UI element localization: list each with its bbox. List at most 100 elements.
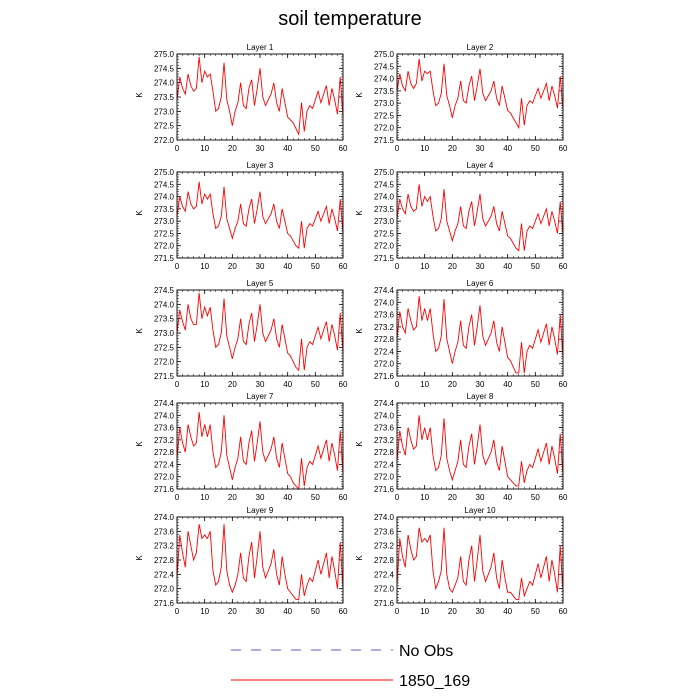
figure-title: soil temperature: [278, 8, 422, 30]
y-tick-label: 273.0: [154, 329, 175, 338]
x-tick-label: 50: [531, 144, 540, 153]
y-axis-label: K: [135, 328, 144, 334]
y-tick-label: 274.0: [374, 298, 395, 307]
y-tick-label: 275.0: [374, 168, 395, 177]
x-tick-label: 0: [395, 144, 400, 153]
y-tick-label: 273.5: [374, 205, 395, 214]
panel-frame: [176, 289, 344, 377]
x-tick-label: 20: [448, 262, 457, 271]
panel-layer-8: Layer 8 K 0 10 20 30 40 50 60 271.6 272.0 272.4 272.…: [355, 392, 568, 502]
y-tick-label: 272.0: [154, 136, 175, 145]
x-tick-label: 10: [200, 607, 209, 616]
y-tick-label: 272.0: [154, 473, 175, 482]
x-tick-label: 40: [503, 380, 512, 389]
x-tick-label: 0: [175, 493, 180, 502]
x-tick-label: 60: [339, 262, 348, 271]
series-line-1850_169: [396, 527, 564, 600]
y-tick-label: 274.0: [154, 513, 175, 522]
y-tick-label: 273.5: [154, 93, 175, 102]
y-axis-label: K: [355, 210, 364, 216]
y-axis-label: K: [135, 210, 144, 216]
x-tick-label: 50: [531, 493, 540, 502]
series-line-1850_169: [176, 524, 344, 600]
y-tick-label: 273.6: [374, 424, 395, 433]
panel-layer-7: Layer 7 K 0 10 20 30 40 50 60 271.6 272.0 272.4 272.…: [135, 392, 348, 502]
y-tick-label: 271.6: [374, 372, 395, 381]
y-tick-label: 272.8: [154, 448, 175, 457]
x-tick-label: 20: [448, 493, 457, 502]
x-tick-label: 60: [339, 144, 348, 153]
y-tick-label: 274.5: [374, 62, 395, 71]
y-tick-label: 273.6: [154, 424, 175, 433]
series-line-1850_169: [176, 412, 344, 491]
y-tick-label: 272.0: [374, 473, 395, 482]
y-tick-label: 271.6: [374, 485, 395, 494]
y-tick-label: 272.8: [374, 556, 395, 565]
x-tick-label: 60: [559, 607, 568, 616]
x-tick-label: 10: [200, 262, 209, 271]
x-tick-label: 20: [228, 607, 237, 616]
x-tick-label: 10: [420, 607, 429, 616]
y-tick-label: 271.5: [154, 254, 175, 263]
y-tick-label: 273.2: [154, 542, 175, 551]
y-tick-label: 274.0: [374, 411, 395, 420]
y-tick-label: 273.2: [154, 436, 175, 445]
x-tick-label: 30: [476, 493, 485, 502]
panel-title: Layer 2: [467, 43, 494, 52]
panel-layer-1: Layer 1 K 0 10 20 30 40 50 60 272.0 272.5 273.0 273.…: [135, 43, 348, 153]
y-axis-label: K: [135, 441, 144, 447]
y-tick-label: 274.4: [374, 399, 395, 408]
panel-frame: [176, 516, 344, 604]
y-tick-label: 275.0: [154, 168, 175, 177]
y-tick-label: 273.5: [154, 205, 175, 214]
series-line-1850_169: [396, 415, 564, 487]
x-tick-label: 0: [175, 607, 180, 616]
panel-title: Layer 4: [467, 161, 494, 170]
series-line-1850_169: [176, 181, 344, 250]
x-tick-label: 40: [283, 262, 292, 271]
y-tick-label: 272.5: [154, 229, 175, 238]
x-tick-label: 60: [559, 380, 568, 389]
y-tick-label: 271.5: [374, 254, 395, 263]
y-tick-label: 271.6: [154, 599, 175, 608]
y-tick-label: 271.6: [374, 599, 395, 608]
x-tick-label: 50: [531, 607, 540, 616]
panel-title: Layer 9: [247, 506, 274, 515]
series-line-1850_169: [396, 296, 564, 374]
x-tick-label: 0: [175, 262, 180, 271]
y-tick-label: 273.0: [374, 217, 395, 226]
x-tick-label: 10: [420, 493, 429, 502]
series-line-1850_169: [176, 292, 344, 372]
series-line-1850_169: [396, 58, 564, 130]
x-tick-label: 50: [311, 380, 320, 389]
x-tick-label: 60: [339, 380, 348, 389]
x-tick-label: 30: [476, 262, 485, 271]
x-tick-label: 30: [256, 144, 265, 153]
y-tick-label: 272.4: [154, 460, 175, 469]
y-tick-label: 273.5: [374, 87, 395, 96]
x-tick-label: 40: [283, 144, 292, 153]
x-tick-label: 60: [559, 262, 568, 271]
panel-layer-2: Layer 2 K 0 10 20 30 40 50 60 271.5 272.0 272.5 273.…: [355, 43, 568, 153]
x-tick-label: 50: [311, 262, 320, 271]
y-tick-label: 274.5: [374, 180, 395, 189]
series-line-1850_169: [176, 56, 344, 136]
legend: No Obs 1850_169: [231, 643, 470, 690]
panel-frame: [396, 402, 564, 490]
x-tick-label: 60: [559, 144, 568, 153]
y-tick-label: 274.0: [154, 300, 175, 309]
x-tick-label: 20: [448, 144, 457, 153]
x-tick-label: 30: [476, 144, 485, 153]
y-tick-label: 272.8: [154, 556, 175, 565]
x-tick-label: 40: [283, 380, 292, 389]
x-tick-label: 20: [228, 380, 237, 389]
y-tick-label: 273.2: [374, 323, 395, 332]
x-tick-label: 50: [531, 262, 540, 271]
panel-layer-9: Layer 9 K 0 10 20 30 40 50 60 271.6 272.0 272.4 272.…: [135, 506, 348, 616]
x-tick-label: 40: [503, 607, 512, 616]
y-tick-label: 272.0: [374, 585, 395, 594]
y-axis-label: K: [355, 441, 364, 447]
panel-title: Layer 1: [247, 43, 274, 52]
y-tick-label: 275.0: [374, 50, 395, 59]
